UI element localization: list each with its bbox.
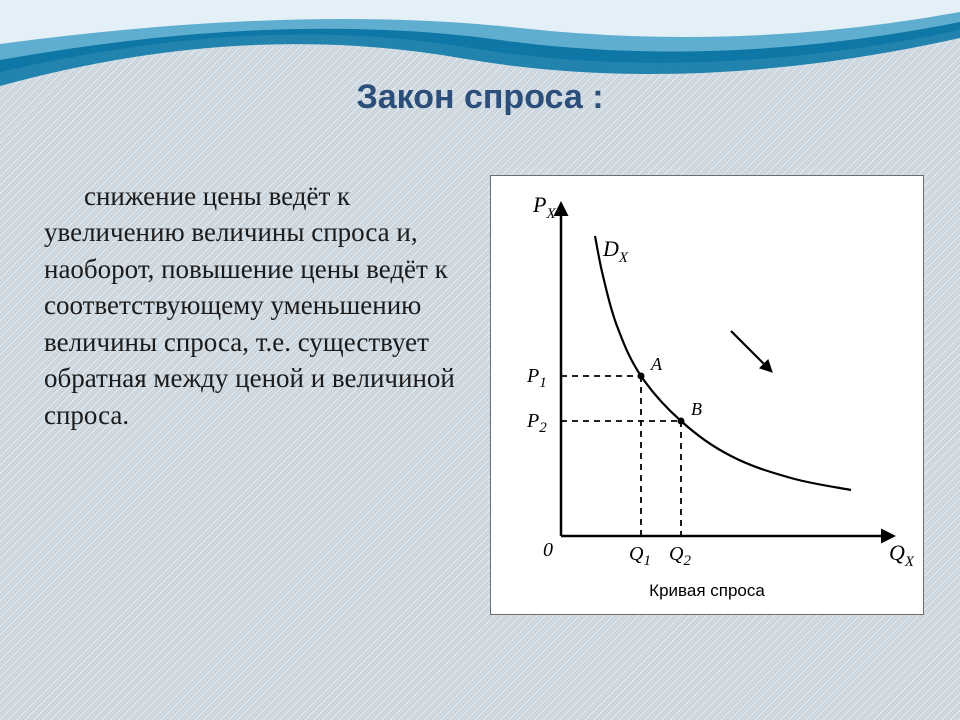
demand-curve (595, 236, 851, 490)
q-label-1: Q2 (669, 543, 691, 569)
x-axis-label: QX (889, 540, 915, 570)
y-axis-label: PX (532, 192, 556, 222)
chart-svg: 0 PX QX DX A P1 Q1 B P2 Q2 Кривая спроса (491, 176, 923, 614)
body-paragraph: снижение цены ведёт к увеличению величин… (44, 178, 464, 433)
chart-caption: Кривая спроса (649, 581, 765, 600)
demand-curve-chart: 0 PX QX DX A P1 Q1 B P2 Q2 Кривая спроса (490, 175, 924, 615)
point-B (678, 418, 685, 425)
p-label-0: P1 (526, 365, 547, 391)
origin-label: 0 (543, 539, 553, 561)
shift-arrow (731, 331, 771, 371)
q-label-0: Q1 (629, 543, 651, 569)
slide-title: Закон спроса : (0, 78, 960, 117)
curve-label: DX (602, 236, 629, 266)
point-A (638, 373, 645, 380)
point-label-A: A (650, 354, 663, 374)
point-label-B: B (691, 399, 702, 419)
slide-root: Закон спроса : снижение цены ведёт к уве… (0, 0, 960, 720)
body-text-content: снижение цены ведёт к увеличению величин… (44, 181, 455, 430)
p-label-1: P2 (526, 410, 547, 436)
